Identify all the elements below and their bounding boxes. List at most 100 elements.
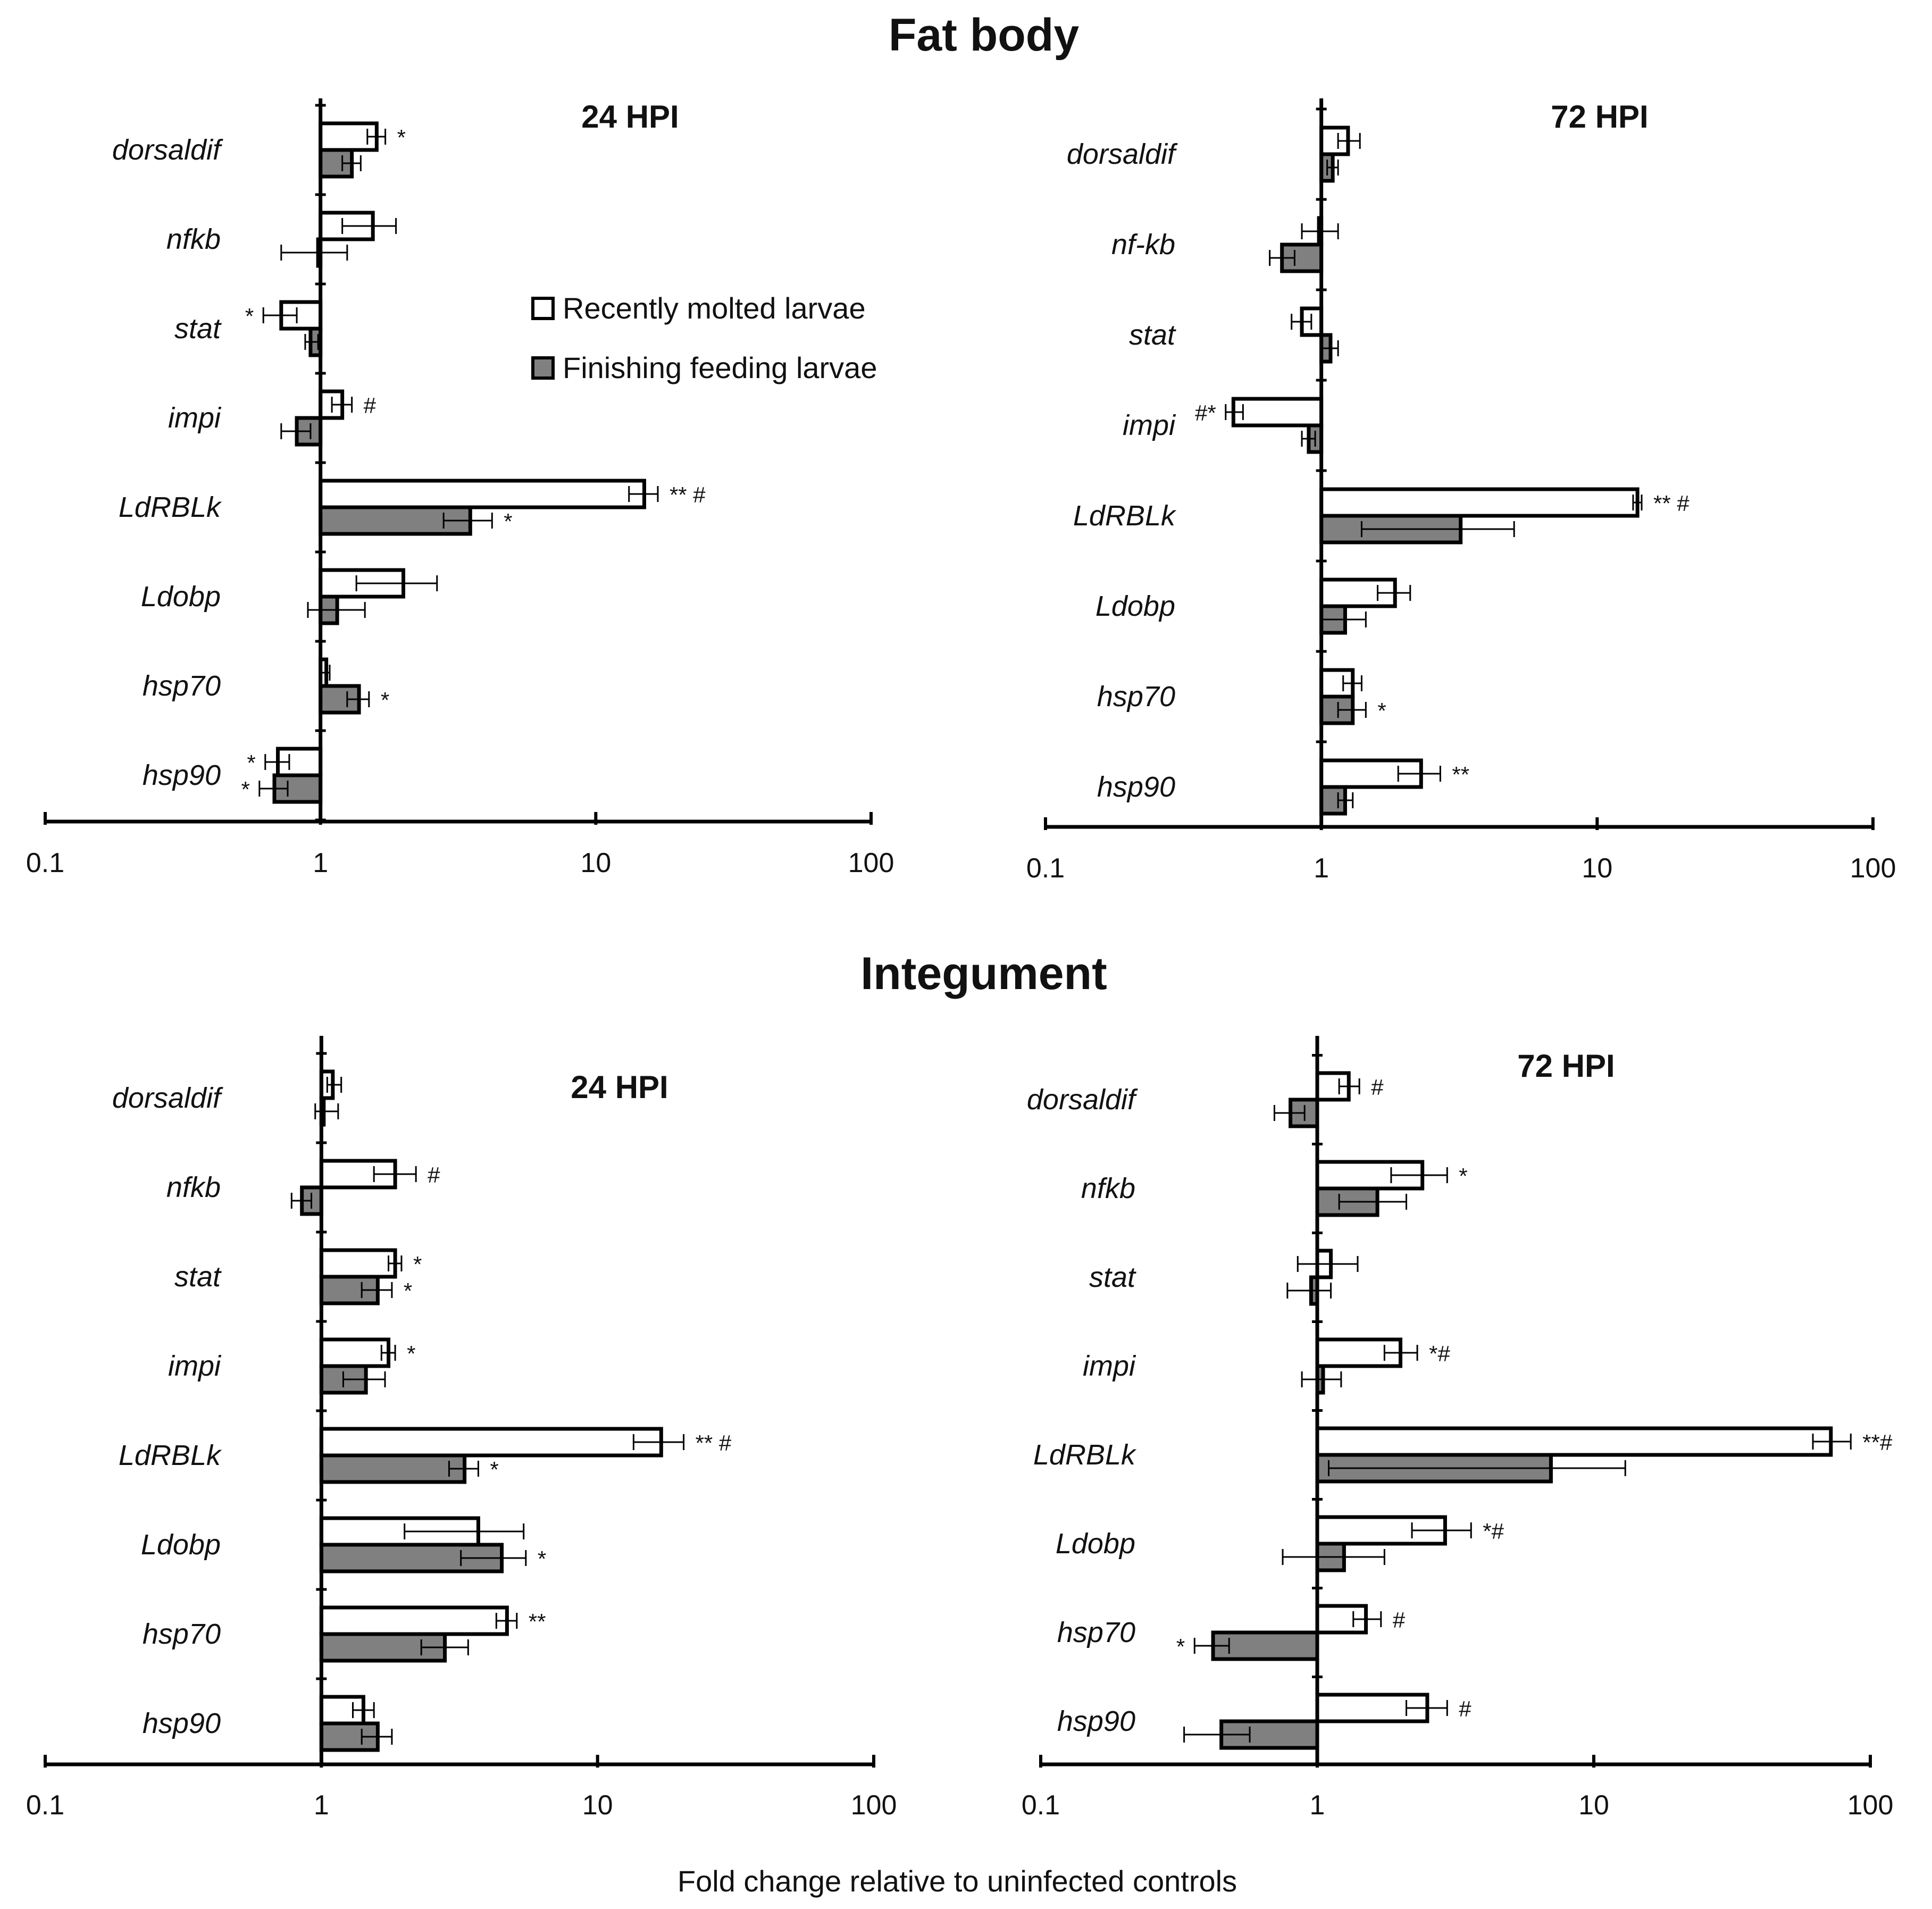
legend: Recently molted larvae Finishing feeding …	[531, 291, 877, 384]
x-tick-label: 100	[1850, 853, 1896, 884]
gene-label: hsp90	[1097, 771, 1175, 803]
gene-label: stat	[174, 313, 222, 345]
bar	[319, 1248, 397, 1279]
gene-label: hsp70	[143, 670, 221, 702]
significance-marker: *	[381, 688, 389, 713]
significance-marker: *	[247, 750, 255, 775]
gene-label: dorsaldif	[112, 1082, 223, 1114]
x-tick-label: 1	[1314, 853, 1329, 884]
gene-label: nfkb	[166, 1171, 221, 1203]
gene-label: impi	[1083, 1350, 1136, 1382]
bar	[319, 1516, 480, 1547]
x-tick-label: 0.1	[26, 1790, 64, 1821]
bar	[319, 1427, 663, 1458]
gene-label: hsp90	[1057, 1705, 1135, 1737]
x-tick-label: 0.1	[1022, 1790, 1060, 1821]
significance-marker: ** #	[1653, 491, 1690, 516]
significance-marker: **	[1452, 762, 1469, 787]
significance-marker: *	[538, 1546, 546, 1571]
gene-label: stat	[1129, 319, 1176, 351]
significance-marker: *	[504, 509, 512, 534]
bar	[1231, 397, 1324, 428]
gene-label: Ldobp	[141, 581, 221, 613]
significance-marker: #	[1371, 1075, 1384, 1100]
significance-marker: *	[245, 304, 254, 329]
gene-label: nf-kb	[1111, 229, 1175, 261]
gene-label: LdRBLk	[1033, 1439, 1137, 1471]
x-tick-label: 1	[313, 848, 328, 878]
significance-marker: *	[241, 777, 249, 802]
gene-label: impi	[168, 1350, 222, 1382]
bar	[319, 479, 646, 509]
section-title: Integument	[860, 948, 1107, 999]
gene-label: hsp70	[1097, 681, 1175, 713]
gene-label: impi	[1123, 409, 1176, 441]
section-title: Fat body	[889, 10, 1079, 61]
panel-1-1: 24 HPI dorsaldif * nfkb stat * impi # LdRBLk ** #…	[26, 98, 894, 878]
panel-title: 72 HPI	[1551, 99, 1648, 135]
legend-label: Finishing feeding larvae	[563, 351, 877, 384]
legend-swatch	[531, 356, 555, 380]
significance-marker: *	[404, 1278, 412, 1303]
x-tick-label: 1	[1310, 1790, 1325, 1821]
x-tick-label: 10	[582, 1790, 613, 1821]
significance-marker: *	[407, 1341, 415, 1366]
gene-label: dorsaldif	[1067, 138, 1178, 170]
significance-marker: **#	[1862, 1430, 1893, 1455]
significance-marker: ** #	[696, 1430, 732, 1455]
gene-label: hsp90	[143, 759, 221, 791]
panel-title: 24 HPI	[571, 1069, 668, 1105]
gene-label: dorsaldif	[1027, 1084, 1138, 1116]
significance-marker: *#	[1483, 1519, 1504, 1544]
gene-label: LdRBLk	[119, 491, 222, 523]
x-tick-label: 10	[1582, 853, 1612, 884]
significance-marker: *	[1377, 698, 1386, 723]
gene-label: nfkb	[166, 223, 221, 255]
legend-swatch	[531, 297, 555, 320]
significance-marker: *	[413, 1252, 422, 1277]
significance-marker: *	[1176, 1634, 1185, 1659]
section-fat-body: Fat body 24 HPI dorsaldif * nfkb stat * impi # Ld…	[26, 10, 1896, 884]
significance-marker: *	[397, 125, 406, 150]
gene-label: dorsaldif	[112, 134, 223, 166]
panel-title: 24 HPI	[581, 99, 679, 135]
x-tick-label: 100	[851, 1790, 897, 1821]
x-tick-label: 0.1	[1026, 853, 1065, 884]
significance-marker: #	[428, 1162, 440, 1187]
gene-label: LdRBLk	[119, 1439, 222, 1471]
x-tick-label: 100	[848, 848, 894, 878]
significance-marker: *	[490, 1457, 498, 1482]
x-tick-label: 1	[314, 1790, 329, 1821]
gene-label: hsp70	[1057, 1617, 1135, 1648]
gene-label: stat	[1089, 1261, 1136, 1293]
bar	[1315, 1604, 1368, 1635]
gene-label: Ldobp	[1056, 1528, 1135, 1560]
x-axis-label: Fold change relative to uninfected contr…	[678, 1864, 1237, 1898]
gene-label: hsp90	[143, 1707, 221, 1739]
panel-title: 72 HPI	[1517, 1048, 1615, 1084]
x-tick-label: 100	[1847, 1790, 1894, 1821]
panel-1-2: 72 HPI dorsaldif nf-kb stat impi #* LdRBLk ** #…	[1026, 98, 1896, 884]
gene-label: nfkb	[1081, 1173, 1135, 1204]
gene-label: LdRBLk	[1073, 500, 1177, 532]
bar	[319, 1337, 391, 1368]
bar	[1315, 1426, 1833, 1457]
gene-label: Ldobp	[1095, 590, 1175, 622]
significance-marker: *	[1459, 1163, 1467, 1188]
bar	[319, 1605, 509, 1636]
significance-marker: #*	[1195, 400, 1216, 425]
gene-label: impi	[168, 402, 222, 434]
x-tick-label: 10	[1578, 1790, 1609, 1821]
significance-marker: #	[1393, 1607, 1406, 1632]
gene-label: Ldobp	[141, 1529, 221, 1561]
gene-label: hsp70	[143, 1618, 221, 1650]
gene-label: stat	[174, 1261, 222, 1293]
bar	[1319, 487, 1640, 518]
significance-marker: #	[364, 393, 377, 418]
significance-marker: ** #	[670, 482, 706, 507]
bar	[319, 1453, 467, 1484]
